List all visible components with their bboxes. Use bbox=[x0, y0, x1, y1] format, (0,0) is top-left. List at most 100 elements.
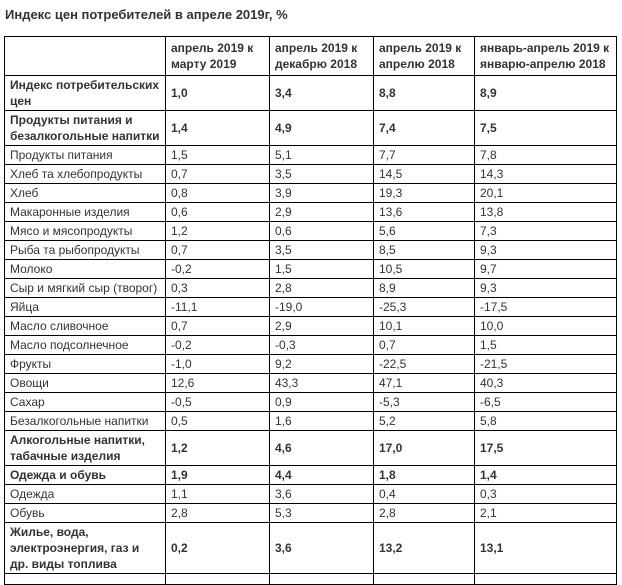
row-label: Сахар bbox=[4, 392, 166, 412]
cell-value: -0,3 bbox=[269, 335, 374, 355]
cell-value: 10,1 bbox=[373, 316, 475, 336]
cell-value: 0,2 bbox=[165, 522, 270, 574]
row-label: Одежда bbox=[4, 484, 166, 504]
cell-value: 9,7 bbox=[474, 259, 617, 279]
cell-value: 8,8 bbox=[373, 75, 475, 111]
cell-value: 7,4 bbox=[373, 110, 475, 146]
cell-value: 1,6 bbox=[269, 411, 374, 431]
cell-value: -17,5 bbox=[474, 297, 617, 317]
row-label: Овощи bbox=[4, 373, 166, 393]
cell-value: 1,4 bbox=[474, 465, 617, 485]
row-label: Макаронные изделия bbox=[4, 202, 166, 222]
row-label: Продукты питания и безалкогольные напитк… bbox=[4, 110, 166, 146]
cell-value: 3,5 bbox=[269, 240, 374, 260]
row-label: Фрукты bbox=[4, 354, 166, 374]
cell-value: 0,7 bbox=[373, 335, 475, 355]
cell-value bbox=[269, 573, 374, 585]
cell-value: 5,6 bbox=[373, 221, 475, 241]
cell-value: 1,9 bbox=[165, 465, 270, 485]
row-label: Алкогольные напитки, табачные изделия bbox=[4, 430, 166, 466]
cell-value: -22,5 bbox=[373, 354, 475, 374]
row-label: Продукты питания bbox=[4, 145, 166, 165]
row-label: Рыба та рыбопродукты bbox=[4, 240, 166, 260]
row-label: Мясо и мясопродукты bbox=[4, 221, 166, 241]
cell-value: -0,2 bbox=[165, 259, 270, 279]
cell-value: 9,3 bbox=[474, 240, 617, 260]
table-row: Одежда и обувь 1,9 4,4 1,8 1,4 bbox=[4, 465, 617, 485]
cell-value: 20,1 bbox=[474, 183, 617, 203]
cell-value: 13,2 bbox=[373, 522, 475, 574]
cell-value: -5,3 bbox=[373, 392, 475, 412]
table-row: Сахар -0,5 0,9 -5,3 -6,5 bbox=[4, 392, 617, 412]
cell-value: 14,3 bbox=[474, 164, 617, 184]
cell-value bbox=[474, 573, 617, 585]
cell-value: 1,5 bbox=[165, 145, 270, 165]
cell-value: 3,4 bbox=[269, 75, 374, 111]
cell-value: 3,6 bbox=[269, 522, 374, 574]
row-label: Безалкогольные напитки bbox=[4, 411, 166, 431]
cell-value: 2,9 bbox=[269, 316, 374, 336]
row-label: Хлеб та хлебопродукты bbox=[4, 164, 166, 184]
cell-value: 4,6 bbox=[269, 430, 374, 466]
table-row: Продукты питания и безалкогольные напитк… bbox=[4, 110, 617, 146]
cell-value: -11,1 bbox=[165, 297, 270, 317]
table-row: Хлеб та хлебопродукты 0,7 3,5 14,5 14,3 bbox=[4, 164, 617, 184]
cell-value: 4,4 bbox=[269, 465, 374, 485]
cell-value: -1,0 bbox=[165, 354, 270, 374]
cell-value: 0,7 bbox=[165, 316, 270, 336]
cell-value: 2,8 bbox=[373, 503, 475, 523]
cell-value: 0,4 bbox=[373, 484, 475, 504]
cell-value: 7,5 bbox=[474, 110, 617, 146]
table-row: Яйца -11,1 -19,0 -25,3 -17,5 bbox=[4, 297, 617, 317]
row-label bbox=[4, 573, 166, 585]
cell-value: 3,5 bbox=[269, 164, 374, 184]
row-label: Яйца bbox=[4, 297, 166, 317]
cell-value: 5,2 bbox=[373, 411, 475, 431]
table-row: Алкогольные напитки, табачные изделия 1,… bbox=[4, 430, 617, 466]
cell-value: 8,9 bbox=[474, 75, 617, 111]
table-row: Масло подсолнечное -0,2 -0,3 0,7 1,5 bbox=[4, 335, 617, 355]
cell-value: 0,6 bbox=[165, 202, 270, 222]
cell-value: 2,1 bbox=[474, 503, 617, 523]
cell-value bbox=[373, 573, 475, 585]
row-label: Молоко bbox=[4, 259, 166, 279]
table-row: Макаронные изделия 0,6 2,9 13,6 13,8 bbox=[4, 202, 617, 222]
row-label: Индекс потребительских цен bbox=[4, 75, 166, 111]
table-row: Одежда 1,1 3,6 0,4 0,3 bbox=[4, 484, 617, 504]
column-header-apr-to-mar: апрель 2019 к марту 2019 bbox=[165, 36, 270, 76]
cell-value: 5,1 bbox=[269, 145, 374, 165]
cell-value: 1,5 bbox=[474, 335, 617, 355]
cell-value: 10,5 bbox=[373, 259, 475, 279]
table-row: Хлеб 0,8 3,9 19,3 20,1 bbox=[4, 183, 617, 203]
cell-value: 5,3 bbox=[269, 503, 374, 523]
table-row-partial bbox=[4, 573, 617, 585]
cell-value: -25,3 bbox=[373, 297, 475, 317]
table-row: Фрукты -1,0 9,2 -22,5 -21,5 bbox=[4, 354, 617, 374]
cell-value bbox=[165, 573, 270, 585]
cell-value: 2,8 bbox=[269, 278, 374, 298]
table-body: Индекс потребительских цен 1,0 3,4 8,8 8… bbox=[4, 75, 617, 585]
table-row: Жилье, вода, электроэнергия, газ и др. в… bbox=[4, 522, 617, 574]
cell-value: 0,7 bbox=[165, 164, 270, 184]
page-title: Индекс цен потребителей в апреле 2019г, … bbox=[5, 7, 288, 22]
cell-value: 3,9 bbox=[269, 183, 374, 203]
cell-value: 0,9 bbox=[269, 392, 374, 412]
cpi-table: апрель 2019 к марту 2019 апрель 2019 к д… bbox=[4, 36, 617, 585]
cell-value: 40,3 bbox=[474, 373, 617, 393]
cell-value: 12,6 bbox=[165, 373, 270, 393]
table-row: Индекс потребительских цен 1,0 3,4 8,8 8… bbox=[4, 75, 617, 111]
table-row: Масло сливочное 0,7 2,9 10,1 10,0 bbox=[4, 316, 617, 336]
table-row: Сыр и мягкий сыр (творог) 0,3 2,8 8,9 9,… bbox=[4, 278, 617, 298]
cell-value: 43,3 bbox=[269, 373, 374, 393]
column-header-janapr-to-janapr: январь-апрель 2019 к январю-апрелю 2018 bbox=[474, 36, 617, 76]
cell-value: 7,3 bbox=[474, 221, 617, 241]
table-row: Мясо и мясопродукты 1,2 0,6 5,6 7,3 bbox=[4, 221, 617, 241]
cell-value: 5,8 bbox=[474, 411, 617, 431]
cell-value: 13,6 bbox=[373, 202, 475, 222]
cell-value: 19,3 bbox=[373, 183, 475, 203]
cell-value: 8,5 bbox=[373, 240, 475, 260]
cell-value: 9,3 bbox=[474, 278, 617, 298]
cell-value: 10,0 bbox=[474, 316, 617, 336]
cell-value: 0,3 bbox=[165, 278, 270, 298]
column-header-apr-to-dec: апрель 2019 к декабрю 2018 bbox=[269, 36, 374, 76]
